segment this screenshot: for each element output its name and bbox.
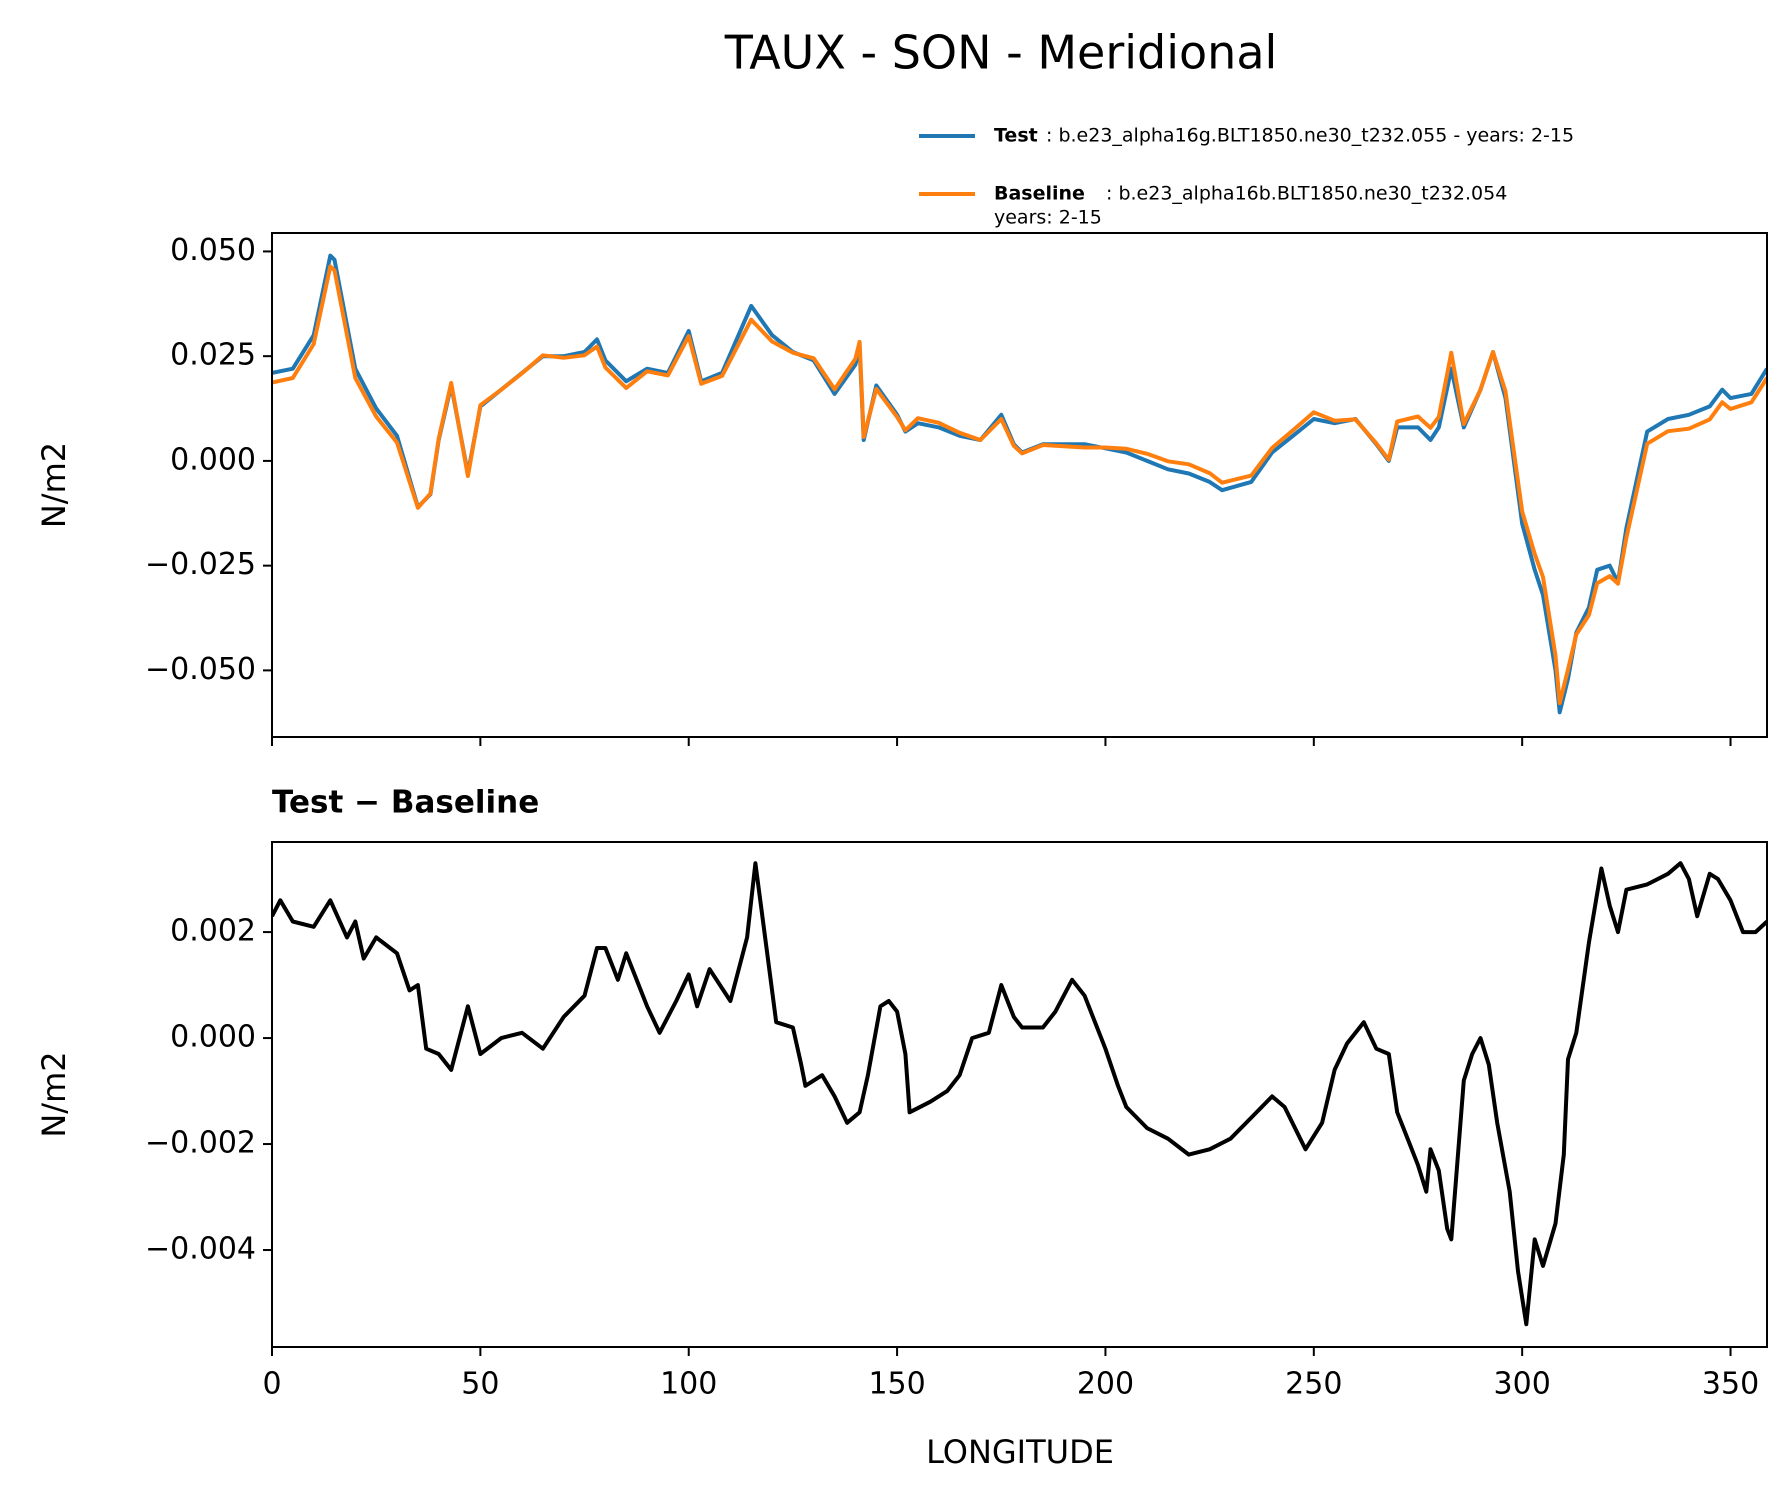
series-line <box>272 264 1767 706</box>
x-tick-label: 200 <box>1077 1367 1134 1402</box>
y-tick-label: 0.000 <box>170 442 256 477</box>
chart-title: TAUX - SON - Meridional <box>724 26 1278 80</box>
axes-frame <box>271 232 1768 738</box>
x-tick-label: 0 <box>262 1367 281 1402</box>
y-axis-label: N/m2 <box>35 1051 73 1137</box>
y-tick-label: −0.050 <box>145 652 256 687</box>
legend-label: years: 2-15 <box>994 207 1102 229</box>
y-tick-label: 0.002 <box>170 914 256 949</box>
x-axis-label: LONGITUDE <box>926 1433 1114 1471</box>
y-tick-label: 0.025 <box>170 338 256 373</box>
y-tick-label: 0.000 <box>170 1020 256 1055</box>
legend-label: : b.e23_alpha16b.BLT1850.ne30_t232.054 <box>1106 183 1507 205</box>
y-tick-label: 0.050 <box>170 233 256 268</box>
y-axis-label: N/m2 <box>35 442 73 528</box>
series-line <box>272 861 1767 1327</box>
x-tick-label: 350 <box>1702 1367 1759 1402</box>
x-tick-label: 300 <box>1494 1367 1551 1402</box>
series-line <box>272 253 1767 715</box>
x-tick-label: 150 <box>868 1367 925 1402</box>
legend-name: Test <box>994 125 1038 147</box>
y-tick-label: −0.025 <box>145 547 256 582</box>
y-tick-label: −0.002 <box>145 1126 256 1161</box>
legend-label: : b.e23_alpha16g.BLT1850.ne30_t232.055 -… <box>1046 125 1574 147</box>
y-tick-label: −0.004 <box>145 1232 256 1267</box>
x-tick-label: 50 <box>461 1367 499 1402</box>
panel-subtitle: Test − Baseline <box>272 785 539 821</box>
x-tick-label: 250 <box>1285 1367 1342 1402</box>
axes-frame <box>271 841 1768 1348</box>
legend-name: Baseline <box>994 183 1085 205</box>
x-tick-label: 100 <box>660 1367 717 1402</box>
